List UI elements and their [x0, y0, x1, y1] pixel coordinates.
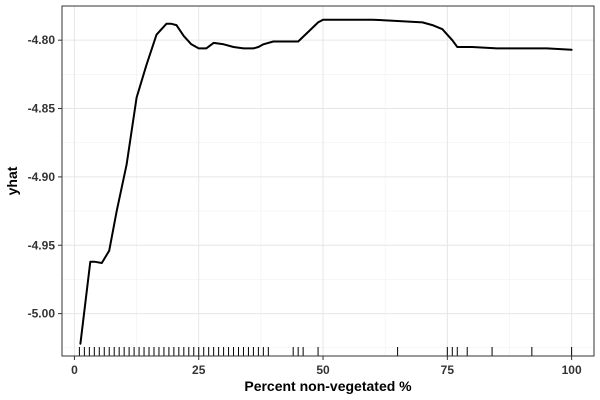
y-tick-label: -4.95 — [28, 238, 56, 252]
y-tick-label: -4.80 — [28, 33, 56, 47]
x-axis-title: Percent non-vegetated % — [244, 378, 412, 394]
series-layer — [79, 18, 573, 345]
x-tick-label: 75 — [441, 363, 455, 377]
x-tick-label: 25 — [192, 363, 206, 377]
x-tick-label: 50 — [316, 363, 330, 377]
y-axis: -5.00 -4.95 -4.90 -4.85 -4.80 — [28, 33, 62, 321]
x-tick-label: 100 — [562, 363, 582, 377]
x-axis: 0 25 50 75 100 — [71, 356, 582, 377]
series-line — [79, 18, 573, 345]
y-tick-label: -4.85 — [28, 102, 56, 116]
rug-plot — [78, 347, 573, 356]
x-tick-label: 0 — [71, 363, 78, 377]
plot-panel-border — [61, 5, 595, 357]
y-tick-label: -5.00 — [28, 307, 56, 321]
grid — [62, 6, 594, 356]
y-axis-title: yhat — [4, 166, 20, 195]
y-tick-label: -4.90 — [28, 170, 56, 184]
